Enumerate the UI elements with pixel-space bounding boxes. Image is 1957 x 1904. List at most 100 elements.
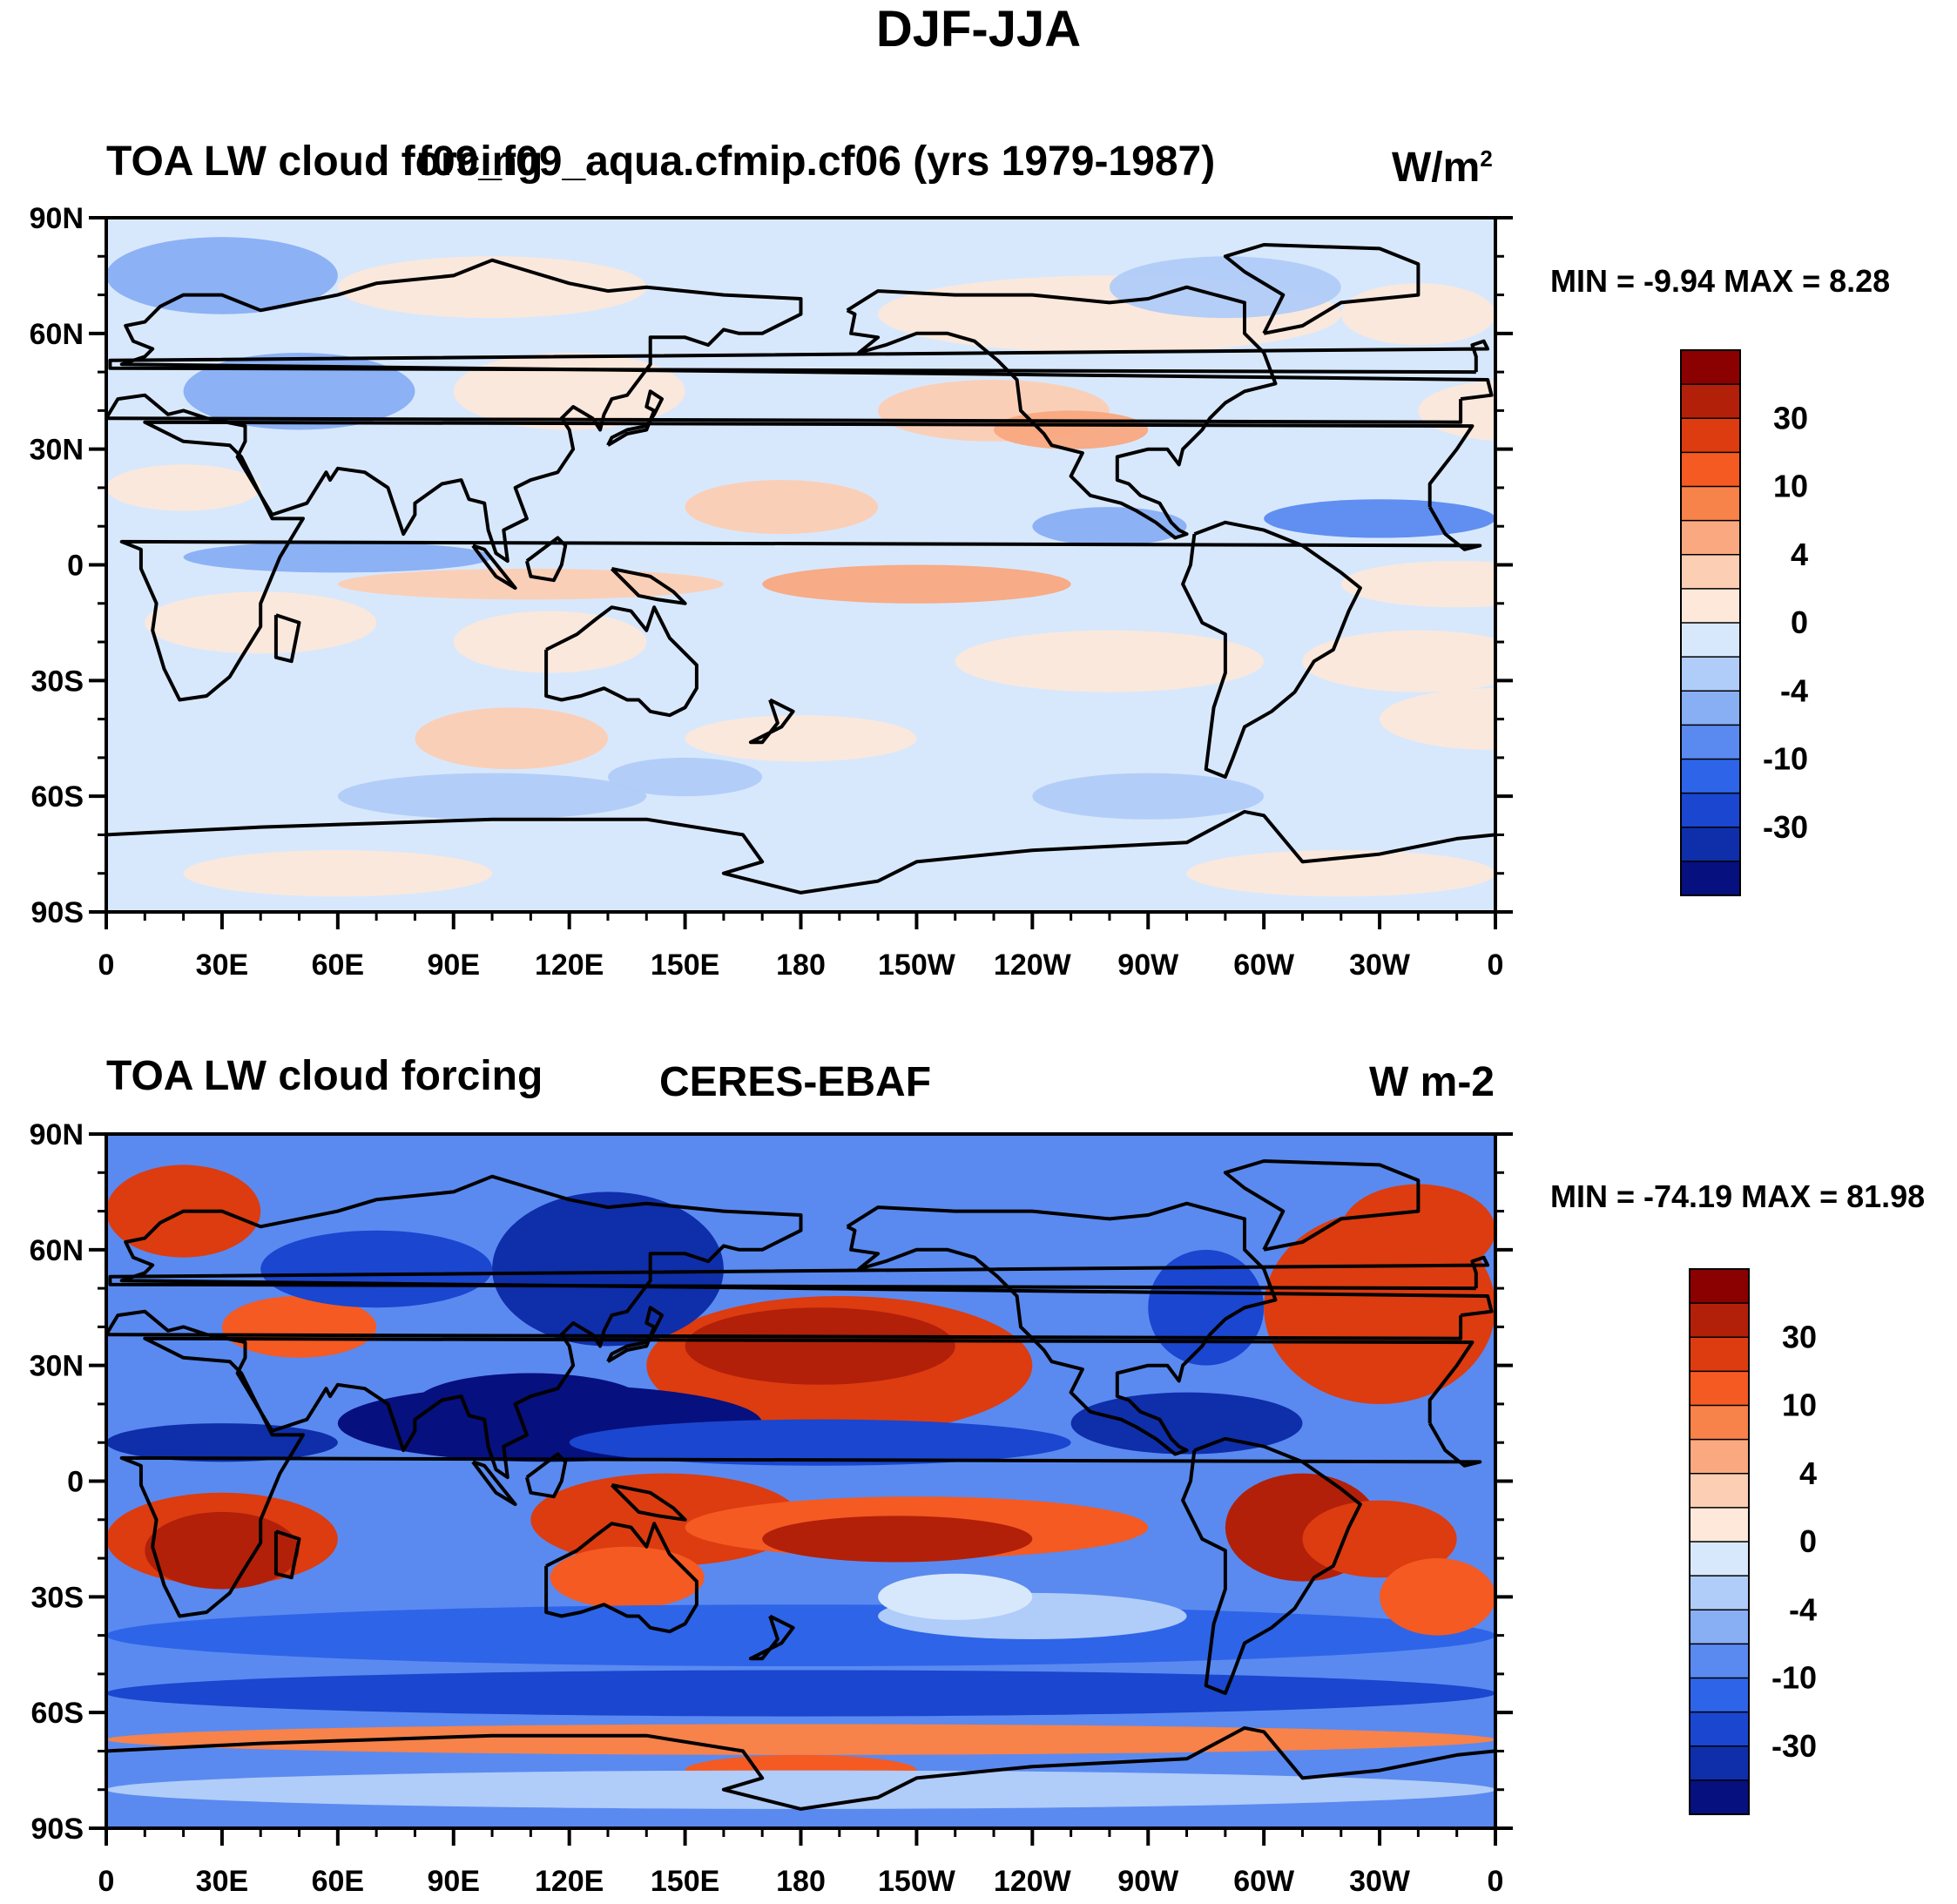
colorbar-swatch <box>1690 1269 1749 1304</box>
panel2-left-title: TOA LW cloud forcing <box>106 1053 543 1099</box>
field-patch <box>607 757 763 797</box>
lon-label: 150W <box>878 949 956 982</box>
colorbar-label: -10 <box>1771 1660 1817 1696</box>
lon-label: 180 <box>776 1865 826 1898</box>
colorbar-swatch <box>1690 1303 1749 1338</box>
colorbar-swatch <box>1690 1405 1749 1440</box>
colorbar-frame <box>1680 349 1741 896</box>
coastline <box>471 1460 517 1507</box>
field-patch <box>1380 1558 1495 1636</box>
colorbar-swatch <box>1681 827 1740 861</box>
field-patch <box>106 1770 1495 1809</box>
colorbar-label: 30 <box>1782 1319 1817 1354</box>
field-patch <box>569 1419 1071 1466</box>
lon-label: 30E <box>196 1865 249 1898</box>
map-group-0: 90N 60N 30N 0 30S 60S 90S 0 30E 60E 90E 120E 150E 180… <box>30 202 1513 982</box>
lon-label: 30E <box>196 949 249 982</box>
colorbar-swatch <box>1681 759 1740 793</box>
panel2-center-title: CERES-EBAF <box>659 1059 932 1105</box>
colorbar-swatch <box>1690 1644 1749 1678</box>
colorbar-label: 0 <box>1799 1523 1817 1559</box>
colorbar-swatch <box>1681 588 1740 623</box>
coastline <box>606 1306 664 1363</box>
lon-label: 0 <box>1488 949 1504 982</box>
field-patch <box>415 1373 647 1435</box>
field-patch <box>762 1516 1033 1563</box>
colorbar-swatch <box>1681 725 1740 760</box>
figure-title: DJF-JJA <box>875 1 1082 57</box>
coastline <box>273 1529 301 1580</box>
coastline <box>108 1255 1490 1291</box>
lon-label: 0 <box>1488 1865 1504 1898</box>
field-patch <box>550 1546 705 1609</box>
lon-label: 60W <box>1233 1865 1295 1898</box>
colorbar-swatch <box>1681 384 1740 419</box>
colorbar-label: 4 <box>1799 1455 1817 1491</box>
coastline <box>610 1482 687 1522</box>
field-patch <box>106 1423 338 1462</box>
colorbar-swatch <box>1681 486 1740 521</box>
coastline <box>1181 1436 1362 1695</box>
colorbar-swatch <box>1681 350 1740 385</box>
coastline <box>106 1725 1495 1828</box>
colorbar-label: -10 <box>1763 741 1808 777</box>
colorbar-label: 30 <box>1773 400 1808 435</box>
coastline <box>610 566 687 605</box>
field-patch <box>221 1295 377 1358</box>
field-patch <box>1380 688 1495 751</box>
colorbar-swatch <box>1681 520 1740 555</box>
lat-label: 0 <box>67 550 84 583</box>
colorbar-swatch <box>1690 1779 1749 1814</box>
lat-label: 30S <box>31 1581 84 1614</box>
lat-label: 90S <box>31 896 84 929</box>
colorbar-label: -30 <box>1763 809 1808 845</box>
map-field-0 <box>106 218 1495 912</box>
coastline <box>106 1174 1494 1480</box>
colorbar-label: 4 <box>1791 537 1808 572</box>
field-patch <box>878 1573 1033 1620</box>
field-patch <box>1302 1500 1457 1578</box>
field-patch <box>106 1670 1495 1717</box>
colorbar-swatch <box>1681 793 1740 827</box>
field-patch <box>106 1724 1495 1755</box>
coastline <box>524 536 568 583</box>
colorbar-swatch <box>1690 1576 1749 1610</box>
lon-label: 120W <box>994 949 1072 982</box>
panel1-colorbar: 30 10 4 0 -4 -10 -30 <box>1680 349 1808 896</box>
lat-label: 90N <box>30 1118 84 1151</box>
lat-label: 90S <box>31 1813 84 1846</box>
coastline <box>108 339 1490 375</box>
panel1-left-title: TOA LW cloud forcing <box>106 138 543 185</box>
coastline <box>1223 243 1421 335</box>
lon-label: 90W <box>1117 949 1179 982</box>
coastline <box>273 613 301 664</box>
field-patch <box>1109 256 1341 319</box>
field-patch <box>415 707 608 770</box>
field-patch <box>685 480 879 535</box>
coastline <box>524 1452 568 1499</box>
lat-label: 60S <box>31 780 84 814</box>
lon-label: 0 <box>98 1865 115 1898</box>
colorbar-label: 0 <box>1791 604 1808 640</box>
coastline <box>1181 520 1362 779</box>
colorbar-swatch <box>1681 452 1740 487</box>
lon-label: 90E <box>428 949 481 982</box>
coastline <box>471 544 517 591</box>
field-patch <box>1032 773 1265 820</box>
field-patch <box>183 541 493 573</box>
coastline <box>106 809 1495 912</box>
field-patch <box>685 1307 955 1385</box>
colorbar-frame <box>1689 1268 1750 1815</box>
field-patch <box>1302 630 1495 692</box>
lon-label: 150E <box>651 949 719 982</box>
colorbar-swatch <box>1690 1678 1749 1712</box>
field-patch <box>337 773 647 820</box>
lat-label: 90N <box>30 202 84 235</box>
colorbar-label: 10 <box>1782 1387 1817 1423</box>
lat-label: 60N <box>30 318 84 351</box>
colorbar-swatch <box>1690 1745 1749 1780</box>
colorbar-swatch <box>1690 1712 1749 1746</box>
field-patch <box>106 237 338 314</box>
field-patch <box>492 1192 724 1347</box>
